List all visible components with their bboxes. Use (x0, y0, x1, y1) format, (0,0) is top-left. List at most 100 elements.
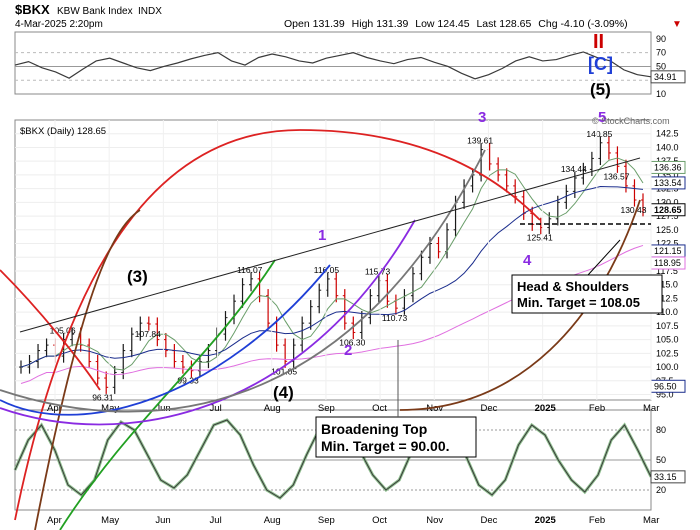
stoch-month-label: Apr (47, 515, 62, 526)
bt-title: Broadening Top (321, 421, 427, 437)
price-point-label: 101.05 (271, 366, 297, 376)
down-arrow-icon: ▼ (672, 19, 682, 30)
price-legend: $BKX (Daily) 128.65 (20, 126, 106, 137)
rsi-line (14, 51, 652, 80)
price-point-label: 136.57 (603, 171, 629, 181)
price-point-label: 140.85 (586, 129, 612, 139)
price-point-label: 130.43 (620, 205, 646, 215)
stoch-month-label: Aug (264, 515, 281, 526)
price-point-label: 96.31 (92, 392, 114, 402)
brown-arc-right (399, 199, 641, 411)
price-point-label: 110.73 (382, 313, 408, 323)
price-tick-label: 125.0 (656, 225, 679, 235)
hs-title: Head & Shoulders (517, 279, 629, 294)
stoch-last-badge (650, 470, 686, 484)
price-right-badge-text: 133.54 (654, 178, 682, 188)
price-right-badge-text: 96.50 (654, 381, 677, 391)
price-tick-label: 105.0 (656, 335, 679, 345)
price-right-badge-text: 128.65 (654, 205, 682, 215)
price-month-label: Sep (318, 403, 335, 414)
ma-mid (20, 185, 644, 368)
wave-label-paren-4: (4) (273, 383, 294, 402)
wave-label-5: 5 (598, 109, 606, 126)
stoch-month-label: Sep (318, 515, 335, 526)
stoch-tick-label: 50 (656, 455, 666, 465)
stoch-month-label: Jul (210, 515, 222, 526)
price-tick-label: 95.0 (656, 390, 674, 400)
wave-labels: 3 5 1 2 4 (3) (4) (5) [C] II (127, 31, 613, 402)
price-tick-label: 130.0 (656, 197, 679, 207)
price-right-badge-text: 118.95 (654, 258, 681, 268)
rsi-tick-label: 50 (656, 61, 666, 71)
stoch-month-label: Oct (372, 515, 387, 526)
wave-label-C: [C] (588, 54, 613, 74)
price-layer: 142.5140.0137.5135.0132.5130.0127.5125.0… (15, 120, 686, 414)
rsi-layer: 907050301034.91 (14, 34, 686, 99)
blue-arc (0, 264, 331, 416)
rsi-last-badge (650, 70, 686, 84)
rsi-tick-label: 10 (656, 89, 666, 99)
rsi-last-badge-text: 34.91 (654, 72, 677, 82)
red-arc-left (0, 269, 101, 391)
wave-label-2: 2 (344, 342, 352, 359)
price-month-label: Feb (589, 403, 605, 414)
wave-label-3: 3 (478, 109, 486, 126)
price-month-label: Oct (372, 403, 387, 414)
price-tick-label: 110.0 (656, 307, 678, 317)
elliott-arcs (0, 129, 651, 530)
price-tick-label: 115.0 (656, 280, 678, 290)
price-right-badge-text: 121.15 (654, 246, 682, 256)
price-point-label: 139.61 (467, 136, 493, 146)
symbol-title: $BKX (15, 2, 50, 17)
stoch-month-label: May (101, 515, 119, 526)
price-right-badge-text: 136.36 (654, 162, 682, 172)
price-point-label: 116.07 (237, 265, 263, 275)
hs-target: Min. Target = 108.05 (517, 295, 640, 310)
stoch-month-label: Mar (643, 515, 659, 526)
wave-label-paren-3: (3) (127, 267, 148, 286)
brown-arc (34, 209, 141, 530)
stoch-month-label: Feb (589, 515, 605, 526)
ma-short (20, 157, 644, 371)
price-tick-label: 140.0 (656, 142, 679, 152)
wave-label-paren-5: (5) (590, 80, 611, 99)
wave-label-1: 1 (318, 227, 326, 244)
price-month-label: Jul (210, 403, 222, 414)
price-tick-label: 107.5 (656, 321, 679, 331)
price-tick-label: 102.5 (656, 348, 679, 358)
price-month-label: May (101, 403, 119, 414)
price-month-label: Aug (264, 403, 281, 414)
head-shoulders-box: Head & Shoulders Min. Target = 108.05 (511, 274, 663, 314)
stoch-month-label: Dec (480, 515, 497, 526)
stoch-tick-label: 20 (656, 485, 666, 495)
price-point-label: 115.73 (365, 267, 391, 277)
stoch-tick-label: 80 (656, 425, 666, 435)
rsi-panel (14, 31, 652, 95)
rsi-tick-label: 70 (656, 48, 666, 58)
purple-arc (0, 219, 416, 426)
exchange-label: INDX (138, 6, 162, 17)
stoch-month-label: 2025 (535, 515, 557, 526)
index-name: KBW Bank Index (57, 6, 133, 17)
price-month-label: Apr (47, 403, 62, 414)
bt-target: Min. Target = 90.00. (321, 438, 450, 454)
price-month-label: Mar (643, 403, 659, 414)
gray-arc (0, 149, 486, 413)
price-tick-label: 117.5 (656, 266, 678, 276)
broadening-top-box: Broadening Top Min. Target = 90.00. (315, 416, 477, 458)
stoch-last-badge-text: 33.15 (654, 472, 677, 482)
price-month-label: 2025 (535, 403, 557, 414)
price-tick-label: 135.0 (656, 170, 679, 180)
wave-label-II: II (593, 31, 604, 53)
price-point-label: 107.84 (135, 329, 161, 339)
price-tick-label: 112.5 (656, 293, 678, 303)
wave-label-4: 4 (523, 252, 532, 269)
price-point-label: 134.44 (561, 164, 587, 174)
price-tick-label: 142.5 (656, 129, 679, 139)
big-red-arc (14, 129, 541, 521)
stoch-month-label: Nov (426, 515, 443, 526)
rsi-tick-label: 90 (656, 34, 666, 44)
stoch-month-label: Jun (155, 515, 170, 526)
date-label: 4-Mar-2025 2:20pm (15, 19, 103, 30)
ohlc-line: Open 131.39 High 131.39 Low 124.45 Last … (284, 18, 628, 30)
